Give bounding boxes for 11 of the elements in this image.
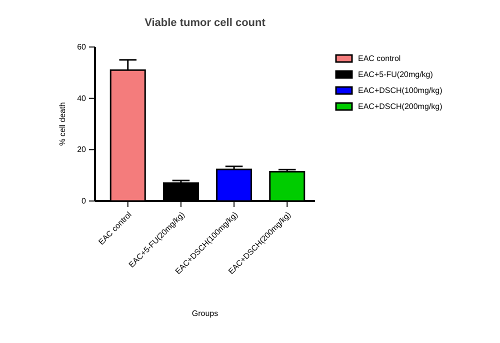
chart-title: Viable tumor cell count [144,17,266,29]
legend-label: EAC+DSCH(100mg/kg) [358,86,443,95]
y-tick-label: 20 [77,145,87,154]
y-tick-label: 40 [77,94,87,103]
legend-label: EAC+5-FU(20mg/kg) [358,70,434,79]
legend-label: EAC control [358,54,401,63]
legend-label: EAC+DSCH(200mg/kg) [358,102,443,111]
y-tick-label: 0 [82,196,87,206]
y-axis-title: % cell death [58,102,67,146]
y-tick-label: 60 [77,42,87,52]
x-axis-title: Groups [192,309,218,318]
